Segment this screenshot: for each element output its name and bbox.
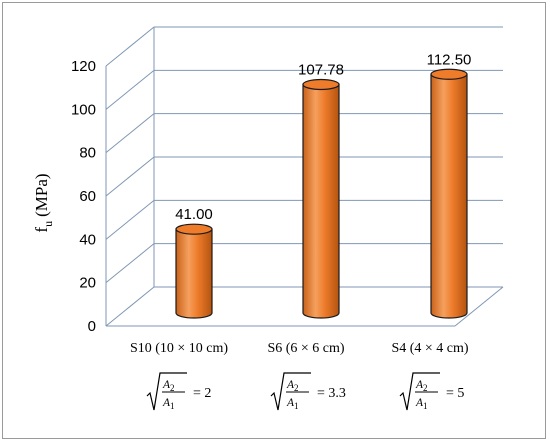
ratio-numerator: A2 [162, 379, 175, 393]
data-label: 112.50 [427, 51, 472, 68]
y-tick-label: 120 [71, 58, 96, 75]
ratio-numerator-sub: 2 [294, 383, 299, 393]
gridline-diagonal [105, 286, 155, 327]
y-axis: 0 20 40 60 80 100 120 [71, 58, 107, 335]
y-axis-title-main: f [32, 227, 51, 233]
gridline-diagonal [105, 199, 155, 240]
x-category-label: S4 (4 × 4 cm) [391, 341, 468, 356]
ratio-value: = 2 [193, 386, 211, 401]
sqrt-sign [146, 372, 187, 411]
y-axis-title-unit: (MPa) [32, 173, 51, 216]
bar-top [430, 68, 468, 80]
y-tick-label: 0 [88, 318, 96, 335]
ratio-formula: A2 A1 = 5 [399, 372, 464, 411]
ratio-formula: A2 A1 = 2 [146, 372, 211, 411]
data-labels: 41.00 107.78 112.50 [175, 51, 471, 223]
ratio-denominator: A1 [286, 397, 299, 411]
bar [302, 78, 340, 319]
sqrt-sign [270, 372, 311, 411]
ratio-numerator-sub: 2 [170, 383, 175, 393]
y-tick-label: 80 [79, 145, 96, 162]
y-tick-label: 40 [79, 231, 96, 248]
ratio-value: = 5 [446, 386, 464, 401]
ratio-labels: A2 A1 = 2 A2 A1 = 3.3 A2 A1 = 5 [146, 372, 464, 411]
gridline-diagonal [105, 69, 155, 110]
bars [175, 68, 468, 319]
floor-right-edge [454, 286, 504, 327]
x-category-label: S6 (6 × 6 cm) [267, 341, 344, 356]
chart-frame: 0 20 40 60 80 100 120 41.00 107.78 112.50 fu (MPa… [2, 2, 546, 439]
ratio-numerator: A2 [415, 379, 428, 393]
bar-body [302, 83, 340, 319]
bar-top [302, 78, 340, 91]
ratio-numerator: A2 [286, 379, 299, 393]
gridline-diagonal [105, 26, 155, 67]
x-category-label: S10 (10 × 10 cm) [130, 341, 228, 356]
ratio-denominator-sub: 1 [170, 401, 175, 411]
ratio-value: = 3.3 [317, 386, 346, 401]
gridline-diagonal [105, 113, 155, 154]
ratio-denominator-sub: 1 [423, 401, 428, 411]
y-tick-label: 20 [79, 275, 96, 292]
y-tick-label: 60 [79, 188, 96, 205]
sqrt-sign [399, 372, 440, 411]
gridline-diagonal [105, 156, 155, 197]
bar-body [430, 73, 468, 319]
y-axis-title-sub: u [41, 221, 55, 227]
data-label: 107.78 [298, 61, 344, 78]
bar-top [175, 223, 213, 235]
ratio-denominator: A1 [162, 397, 175, 411]
bar-chart: 0 20 40 60 80 100 120 41.00 107.78 112.50 fu (MPa… [32, 26, 504, 411]
ratio-denominator: A1 [415, 397, 428, 411]
bar-body [175, 228, 213, 319]
ratio-numerator-sub: 2 [423, 383, 428, 393]
data-label: 41.00 [175, 206, 213, 223]
y-tick-label: 100 [71, 101, 96, 118]
ratio-formula: A2 A1 = 3.3 [270, 372, 346, 411]
bar [430, 68, 468, 319]
ratio-denominator-sub: 1 [294, 401, 299, 411]
gridline-diagonal [105, 243, 155, 284]
y-axis-title: fu (MPa) [32, 173, 55, 232]
bar [175, 223, 213, 319]
category-labels: S10 (10 × 10 cm) S6 (6 × 6 cm) S4 (4 × 4 c… [130, 341, 469, 356]
